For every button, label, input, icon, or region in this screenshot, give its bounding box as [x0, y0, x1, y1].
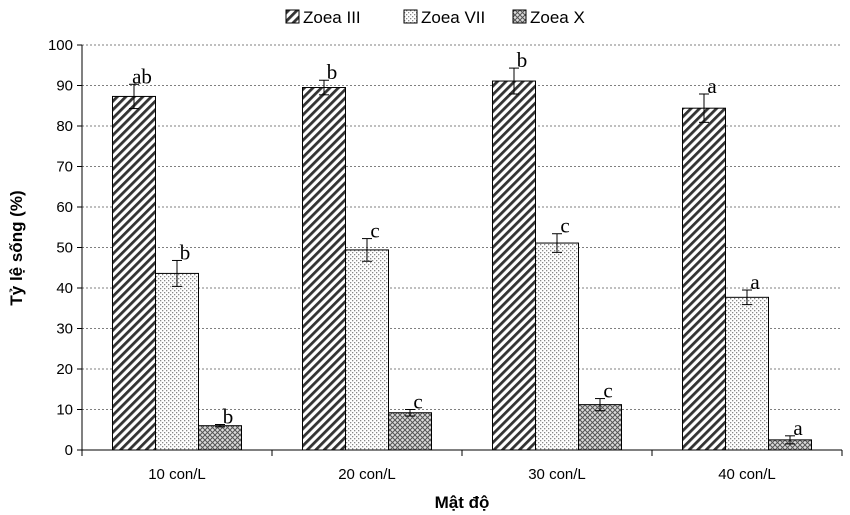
bar-zoea-iii: [492, 80, 536, 451]
x-axis-ticks: 10 con/L 20 con/L 30 con/L 40 con/L: [81, 450, 843, 483]
legend: Zoea III Zoea VII Zoea X: [285, 8, 585, 27]
bar-zoea-iii: [112, 95, 156, 451]
x-tick-label: 20 con/L: [338, 466, 396, 483]
y-tick-label: 40: [56, 280, 73, 297]
significance-label: b: [517, 48, 528, 72]
x-tick-label: 30 con/L: [528, 466, 586, 483]
bar-zoea-x: [198, 425, 242, 451]
y-tick-label: 80: [56, 118, 73, 135]
legend-label: Zoea III: [303, 8, 361, 27]
significance-label: c: [370, 219, 379, 243]
y-tick-label: 20: [56, 361, 73, 378]
y-axis-title: Tỷ lệ sống (%): [7, 190, 26, 305]
significance-label: ab: [132, 64, 152, 88]
significance-label: c: [560, 214, 569, 238]
y-tick-label: 100: [48, 37, 73, 54]
y-tick-label: 10: [56, 402, 73, 419]
bar-zoea-vii: [155, 272, 199, 451]
y-tick-label: 30: [56, 321, 73, 338]
y-tick-label: 60: [56, 199, 73, 216]
y-tick-label: 50: [56, 240, 73, 257]
bar-zoea-x: [578, 404, 622, 451]
bar-zoea-vii: [345, 249, 389, 451]
bar-zoea-iii: [682, 107, 726, 451]
legend-swatch: [285, 9, 300, 24]
y-tick-label: 90: [56, 78, 73, 95]
bar-zoea-iii: [302, 87, 346, 451]
legend-swatch: [403, 9, 418, 24]
bars-layer: ab b b b c c b c c a a a: [112, 48, 812, 451]
bar-zoea-x: [388, 412, 432, 451]
significance-label: a: [707, 74, 717, 98]
x-tick-label: 10 con/L: [148, 466, 206, 483]
legend-label: Zoea X: [530, 8, 585, 27]
bar-zoea-vii: [725, 296, 769, 451]
y-tick-label: 0: [65, 442, 73, 459]
significance-label: b: [223, 404, 234, 428]
significance-label: c: [413, 390, 422, 414]
x-tick-label: 40 con/L: [718, 466, 776, 483]
bar-zoea-vii: [535, 242, 579, 451]
significance-label: c: [603, 379, 612, 403]
y-axis-ticks: 0 10 20 30 40 50 60 70 80 90 100: [48, 37, 82, 459]
significance-label: a: [750, 270, 760, 294]
significance-label: a: [793, 416, 803, 440]
legend-swatch: [512, 9, 527, 24]
significance-label: b: [327, 60, 338, 84]
significance-label: b: [180, 240, 191, 264]
x-axis-title: Mật độ: [435, 493, 490, 512]
legend-label: Zoea VII: [421, 8, 485, 27]
y-tick-label: 70: [56, 159, 73, 176]
